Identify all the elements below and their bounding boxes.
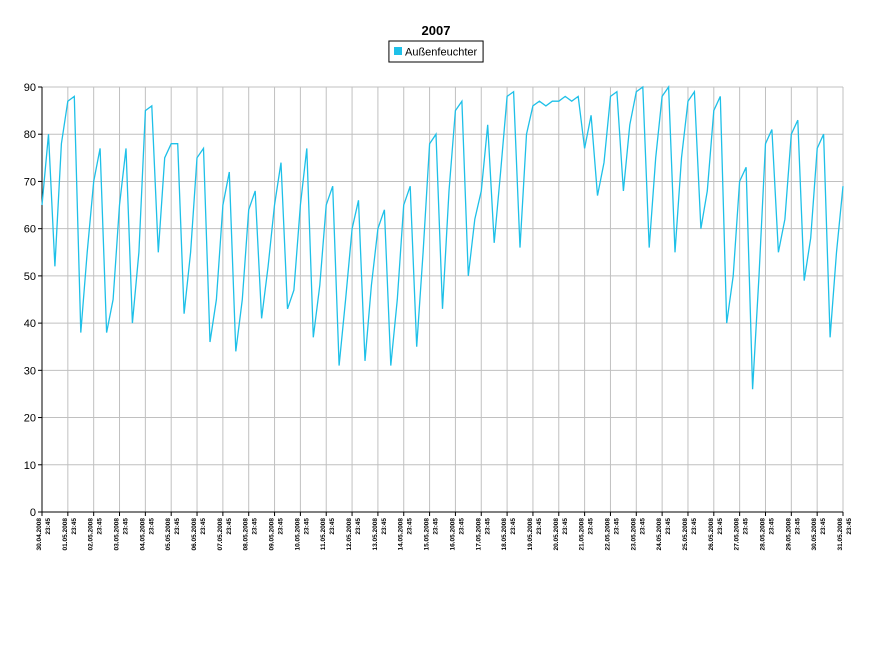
x-tick-label: 25.05.2008 23:45 (682, 518, 698, 551)
x-tick-label: 15.05.2008 23:45 (424, 518, 440, 551)
y-tick-label: 40 (24, 318, 36, 330)
legend: Außenfeuchter (388, 40, 484, 63)
x-tick-label: 31.05.2008 23:45 (837, 518, 853, 551)
x-tick-label: 30.04.2008 23:45 (36, 518, 52, 551)
x-tick-label: 12.05.2008 23:45 (346, 518, 362, 551)
legend-label: Außenfeuchter (405, 47, 477, 59)
x-tick-label: 28.05.2008 23:45 (759, 518, 775, 551)
x-tick-label: 29.05.2008 23:45 (785, 518, 801, 551)
legend-swatch (394, 47, 402, 55)
y-tick-label: 80 (24, 129, 36, 141)
x-tick-label: 23.05.2008 23:45 (630, 518, 646, 551)
x-tick-label: 13.05.2008 23:45 (372, 518, 388, 551)
x-tick-label: 04.05.2008 23:45 (139, 518, 155, 551)
x-tick-label: 01.05.2008 23:45 (62, 518, 78, 551)
x-tick-label: 24.05.2008 23:45 (656, 518, 672, 551)
x-tick-label: 16.05.2008 23:45 (449, 518, 465, 551)
y-tick-label: 30 (24, 365, 36, 377)
y-tick-label: 60 (24, 224, 36, 236)
y-tick-label: 10 (24, 460, 36, 472)
x-tick-label: 06.05.2008 23:45 (191, 518, 207, 551)
x-tick-label: 20.05.2008 23:45 (553, 518, 569, 551)
y-tick-label: 0 (30, 507, 36, 519)
data-line (41, 85, 844, 390)
x-tick-label: 05.05.2008 23:45 (165, 518, 181, 551)
y-tick-label: 20 (24, 413, 36, 425)
x-tick-label: 26.05.2008 23:45 (708, 518, 724, 551)
x-tick-label: 07.05.2008 23:45 (217, 518, 233, 551)
x-tick-label: 17.05.2008 23:45 (475, 518, 491, 551)
x-tick-label: 27.05.2008 23:45 (734, 518, 750, 551)
x-tick-label: 02.05.2008 23:45 (88, 518, 104, 551)
y-tick-label: 50 (24, 271, 36, 283)
x-tick-label: 10.05.2008 23:45 (294, 518, 310, 551)
x-tick-label: 03.05.2008 23:45 (114, 518, 130, 551)
x-tick-label: 08.05.2008 23:45 (243, 518, 259, 551)
legend-box (388, 40, 484, 63)
x-tick-label: 19.05.2008 23:45 (527, 518, 543, 551)
x-tick-label: 30.05.2008 23:45 (811, 518, 827, 551)
chart-title: 2007 (422, 23, 451, 38)
x-tick-label: 09.05.2008 23:45 (269, 518, 285, 551)
y-tick-label: 90 (24, 82, 36, 94)
x-tick-label: 22.05.2008 23:45 (604, 518, 620, 551)
y-tick-label: 70 (24, 176, 36, 188)
x-tick-label: 18.05.2008 23:45 (501, 518, 517, 551)
x-tick-label: 21.05.2008 23:45 (579, 518, 595, 551)
x-tick-label: 11.05.2008 23:45 (320, 518, 336, 551)
x-tick-label: 14.05.2008 23:45 (398, 518, 414, 551)
